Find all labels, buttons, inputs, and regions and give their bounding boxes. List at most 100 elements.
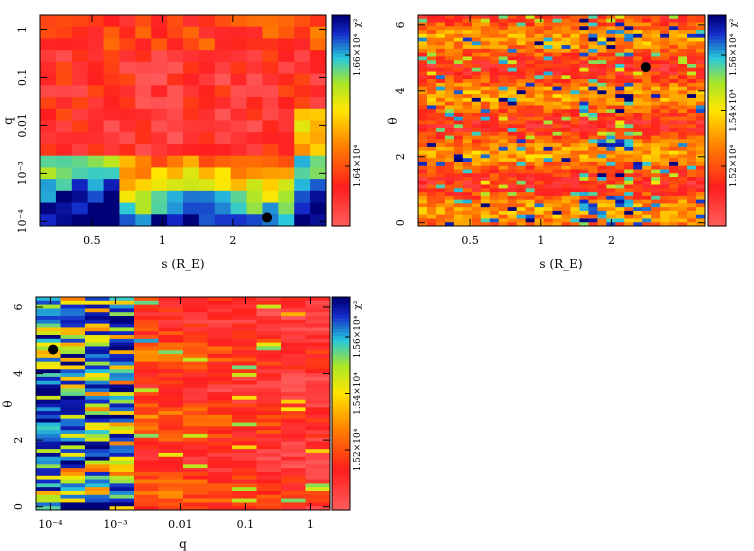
heatmap-cell — [109, 456, 135, 462]
heatmap-cell — [633, 112, 643, 118]
heatmap-cell — [71, 132, 89, 145]
heatmap-cell — [579, 150, 589, 155]
heatmap-cell — [444, 71, 455, 76]
heatmap-cell — [36, 361, 61, 366]
heatmap-cell — [435, 45, 446, 50]
heatmap-cell — [278, 167, 295, 180]
heatmap-cell — [696, 203, 706, 208]
heatmap-cell — [507, 41, 518, 46]
heatmap-cell — [207, 449, 233, 454]
heatmap-cell — [435, 63, 446, 69]
heatmap-cell — [525, 131, 536, 137]
heatmap-cell — [660, 165, 670, 170]
heatmap-cell — [498, 165, 509, 170]
heatmap-cell — [489, 195, 500, 201]
heatmap-cell — [167, 202, 184, 215]
heatmap-cell — [426, 203, 437, 208]
heatmap-cell — [552, 94, 562, 99]
heatmap-cell — [256, 445, 282, 450]
heatmap-cell — [281, 308, 306, 313]
heatmap-cell — [669, 26, 679, 31]
heatmap-cell — [561, 18, 571, 24]
heatmap-cell — [507, 30, 518, 35]
heatmap-cell — [669, 37, 679, 42]
heatmap-cell — [669, 116, 679, 121]
heatmap-cell — [651, 22, 661, 27]
heatmap-cell — [669, 169, 679, 174]
heatmap-cell — [36, 342, 61, 347]
heatmap-cell — [426, 86, 437, 91]
heatmap-cell — [36, 449, 61, 454]
heatmap-cell — [669, 173, 679, 178]
heatmap-cell — [498, 169, 509, 174]
heatmap-cell — [660, 94, 670, 99]
heatmap-cell — [207, 323, 233, 328]
colorbar-segment — [708, 102, 726, 108]
heatmap-cell — [151, 61, 168, 75]
heatmap-cell — [453, 105, 464, 110]
heatmap-cell — [109, 376, 135, 382]
heatmap-cell — [687, 101, 697, 106]
heatmap-cell — [435, 79, 446, 84]
heatmap-cell — [615, 90, 625, 95]
heatmap-cell — [696, 94, 706, 99]
heatmap-cell — [525, 48, 536, 54]
heatmap-cell — [87, 38, 105, 51]
heatmap-cell — [444, 30, 455, 35]
heatmap-cell — [669, 218, 679, 223]
heatmap-cell — [85, 468, 110, 473]
heatmap-cell — [207, 312, 233, 317]
heatmap-cell — [507, 165, 518, 170]
heatmap-cell — [462, 161, 473, 167]
heatmap-cell — [525, 135, 536, 140]
heatmap-cell — [453, 33, 464, 39]
heatmap-cell — [534, 177, 545, 182]
heatmap-cell — [534, 33, 545, 39]
heatmap-cell — [633, 37, 643, 42]
heatmap-cell — [534, 90, 545, 95]
heatmap-cell — [435, 26, 446, 31]
heatmap-cell — [134, 414, 159, 420]
heatmap-cell — [85, 483, 110, 488]
heatmap-cell — [543, 109, 554, 114]
heatmap-cell — [651, 131, 661, 137]
heatmap-cell — [660, 71, 670, 76]
heatmap-cell — [256, 460, 282, 465]
heatmap-cell — [489, 128, 500, 133]
heatmap-cell — [561, 169, 571, 174]
heatmap-cell — [615, 180, 625, 186]
heatmap-cell — [687, 214, 697, 219]
heatmap-cell — [453, 203, 464, 208]
heatmap-cell — [214, 61, 232, 75]
heatmap-cell — [606, 173, 616, 178]
heatmap-cell — [696, 86, 706, 91]
colorbar-tick-label: 1.66×10⁴ — [353, 33, 363, 76]
heatmap-cell — [85, 346, 110, 351]
heatmap-cell — [642, 222, 652, 227]
heatmap-cell — [651, 112, 661, 118]
heatmap-cell — [552, 105, 562, 110]
plot-frame-s-q — [39, 14, 327, 227]
heatmap-cell — [183, 494, 208, 500]
heatmap-cell — [651, 75, 661, 80]
heatmap-cell — [60, 297, 86, 302]
heatmap-cell — [606, 56, 616, 61]
heatmap-cells-s-theta — [418, 15, 706, 227]
heatmap-cell — [696, 75, 706, 80]
heatmap-cell — [453, 124, 464, 129]
heatmap-cell — [426, 33, 437, 39]
heatmap-cell — [183, 430, 208, 435]
heatmap-cell — [480, 94, 491, 99]
heatmap-cell — [85, 354, 110, 359]
heatmap-cell — [489, 79, 500, 84]
heatmap-cell — [418, 203, 428, 208]
heatmap-cell — [453, 146, 464, 152]
colorbar-segment — [708, 109, 726, 115]
heatmap-cell — [256, 433, 282, 439]
heatmap-cell — [687, 173, 697, 178]
heatmap-cell — [588, 33, 598, 39]
heatmap-cell — [183, 475, 208, 481]
heatmap-cell — [207, 335, 233, 340]
